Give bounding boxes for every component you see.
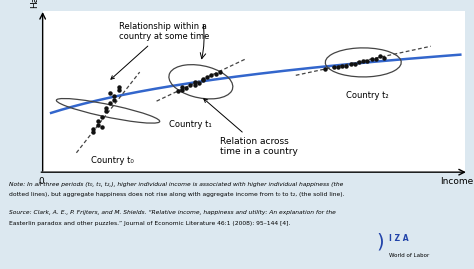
Text: Country t₂: Country t₂ [346,91,389,100]
Text: Country t₁: Country t₁ [169,120,212,129]
Text: Easterlin paradox and other puzzles.” Journal of Economic Literature 46:1 (2008): Easterlin paradox and other puzzles.” Jo… [9,221,291,226]
Text: Income: Income [440,177,473,186]
Text: 0: 0 [38,177,44,186]
Text: Relationship within a
country at some time: Relationship within a country at some ti… [111,22,209,79]
Text: World of Labor: World of Labor [389,253,429,258]
Text: ): ) [377,233,384,252]
Text: Source: Clark, A. E., P. Frijters, and M. Shields. “Relative income, happiness a: Source: Clark, A. E., P. Frijters, and M… [9,210,337,215]
Text: Happiness: Happiness [30,0,39,8]
Text: Note: In all three periods (t₀, t₁, t₂,), higher individual income is associated: Note: In all three periods (t₀, t₁, t₂,)… [9,182,344,187]
Text: dotted lines), but aggregate happiness does not rise along with aggregate income: dotted lines), but aggregate happiness d… [9,192,345,197]
Text: Relation across
time in a country: Relation across time in a country [204,99,298,156]
Text: Country t₀: Country t₀ [91,156,134,165]
Text: I Z A: I Z A [389,234,408,243]
